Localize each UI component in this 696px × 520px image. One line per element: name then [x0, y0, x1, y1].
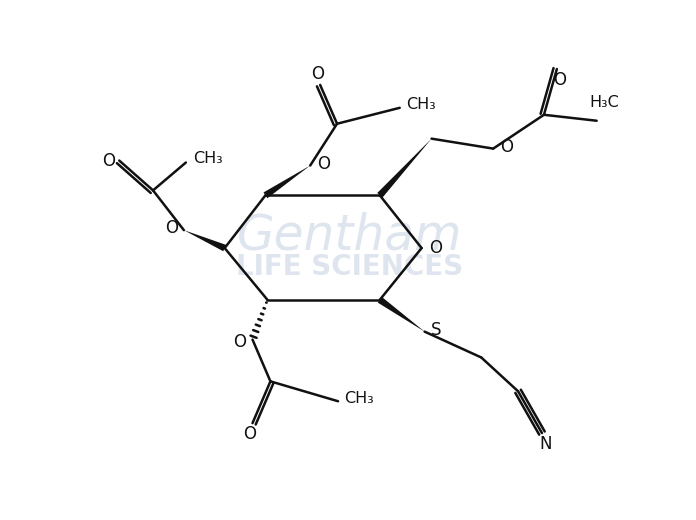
Text: O: O — [553, 71, 567, 89]
Text: CH₃: CH₃ — [344, 391, 374, 406]
Text: O: O — [500, 138, 513, 155]
Text: CH₃: CH₃ — [406, 97, 436, 112]
Polygon shape — [184, 230, 226, 251]
Text: O: O — [233, 333, 246, 350]
Text: CH₃: CH₃ — [193, 151, 223, 166]
Text: N: N — [539, 435, 552, 453]
Text: O: O — [166, 219, 178, 237]
Text: O: O — [317, 154, 330, 173]
Text: O: O — [310, 65, 324, 83]
Text: H₃C: H₃C — [590, 95, 619, 110]
Text: Gentham: Gentham — [237, 211, 463, 259]
Polygon shape — [377, 139, 432, 198]
Polygon shape — [378, 297, 425, 332]
Text: O: O — [243, 425, 256, 443]
Polygon shape — [264, 165, 310, 198]
Text: LIFE SCIENCES: LIFE SCIENCES — [237, 253, 464, 281]
Text: S: S — [432, 321, 442, 339]
Text: O: O — [102, 151, 115, 170]
Text: O: O — [429, 239, 442, 257]
